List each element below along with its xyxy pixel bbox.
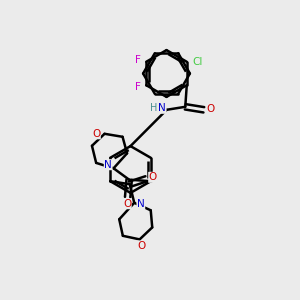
Text: O: O (123, 199, 131, 209)
Text: Cl: Cl (192, 57, 202, 67)
Text: O: O (137, 241, 145, 251)
Text: N: N (158, 103, 166, 113)
Text: N: N (104, 160, 112, 170)
Text: O: O (92, 129, 100, 139)
Text: F: F (135, 82, 141, 92)
Text: F: F (135, 55, 141, 65)
Text: O: O (206, 104, 214, 114)
Text: O: O (149, 172, 157, 182)
Text: H: H (150, 103, 158, 113)
Text: N: N (137, 199, 145, 209)
